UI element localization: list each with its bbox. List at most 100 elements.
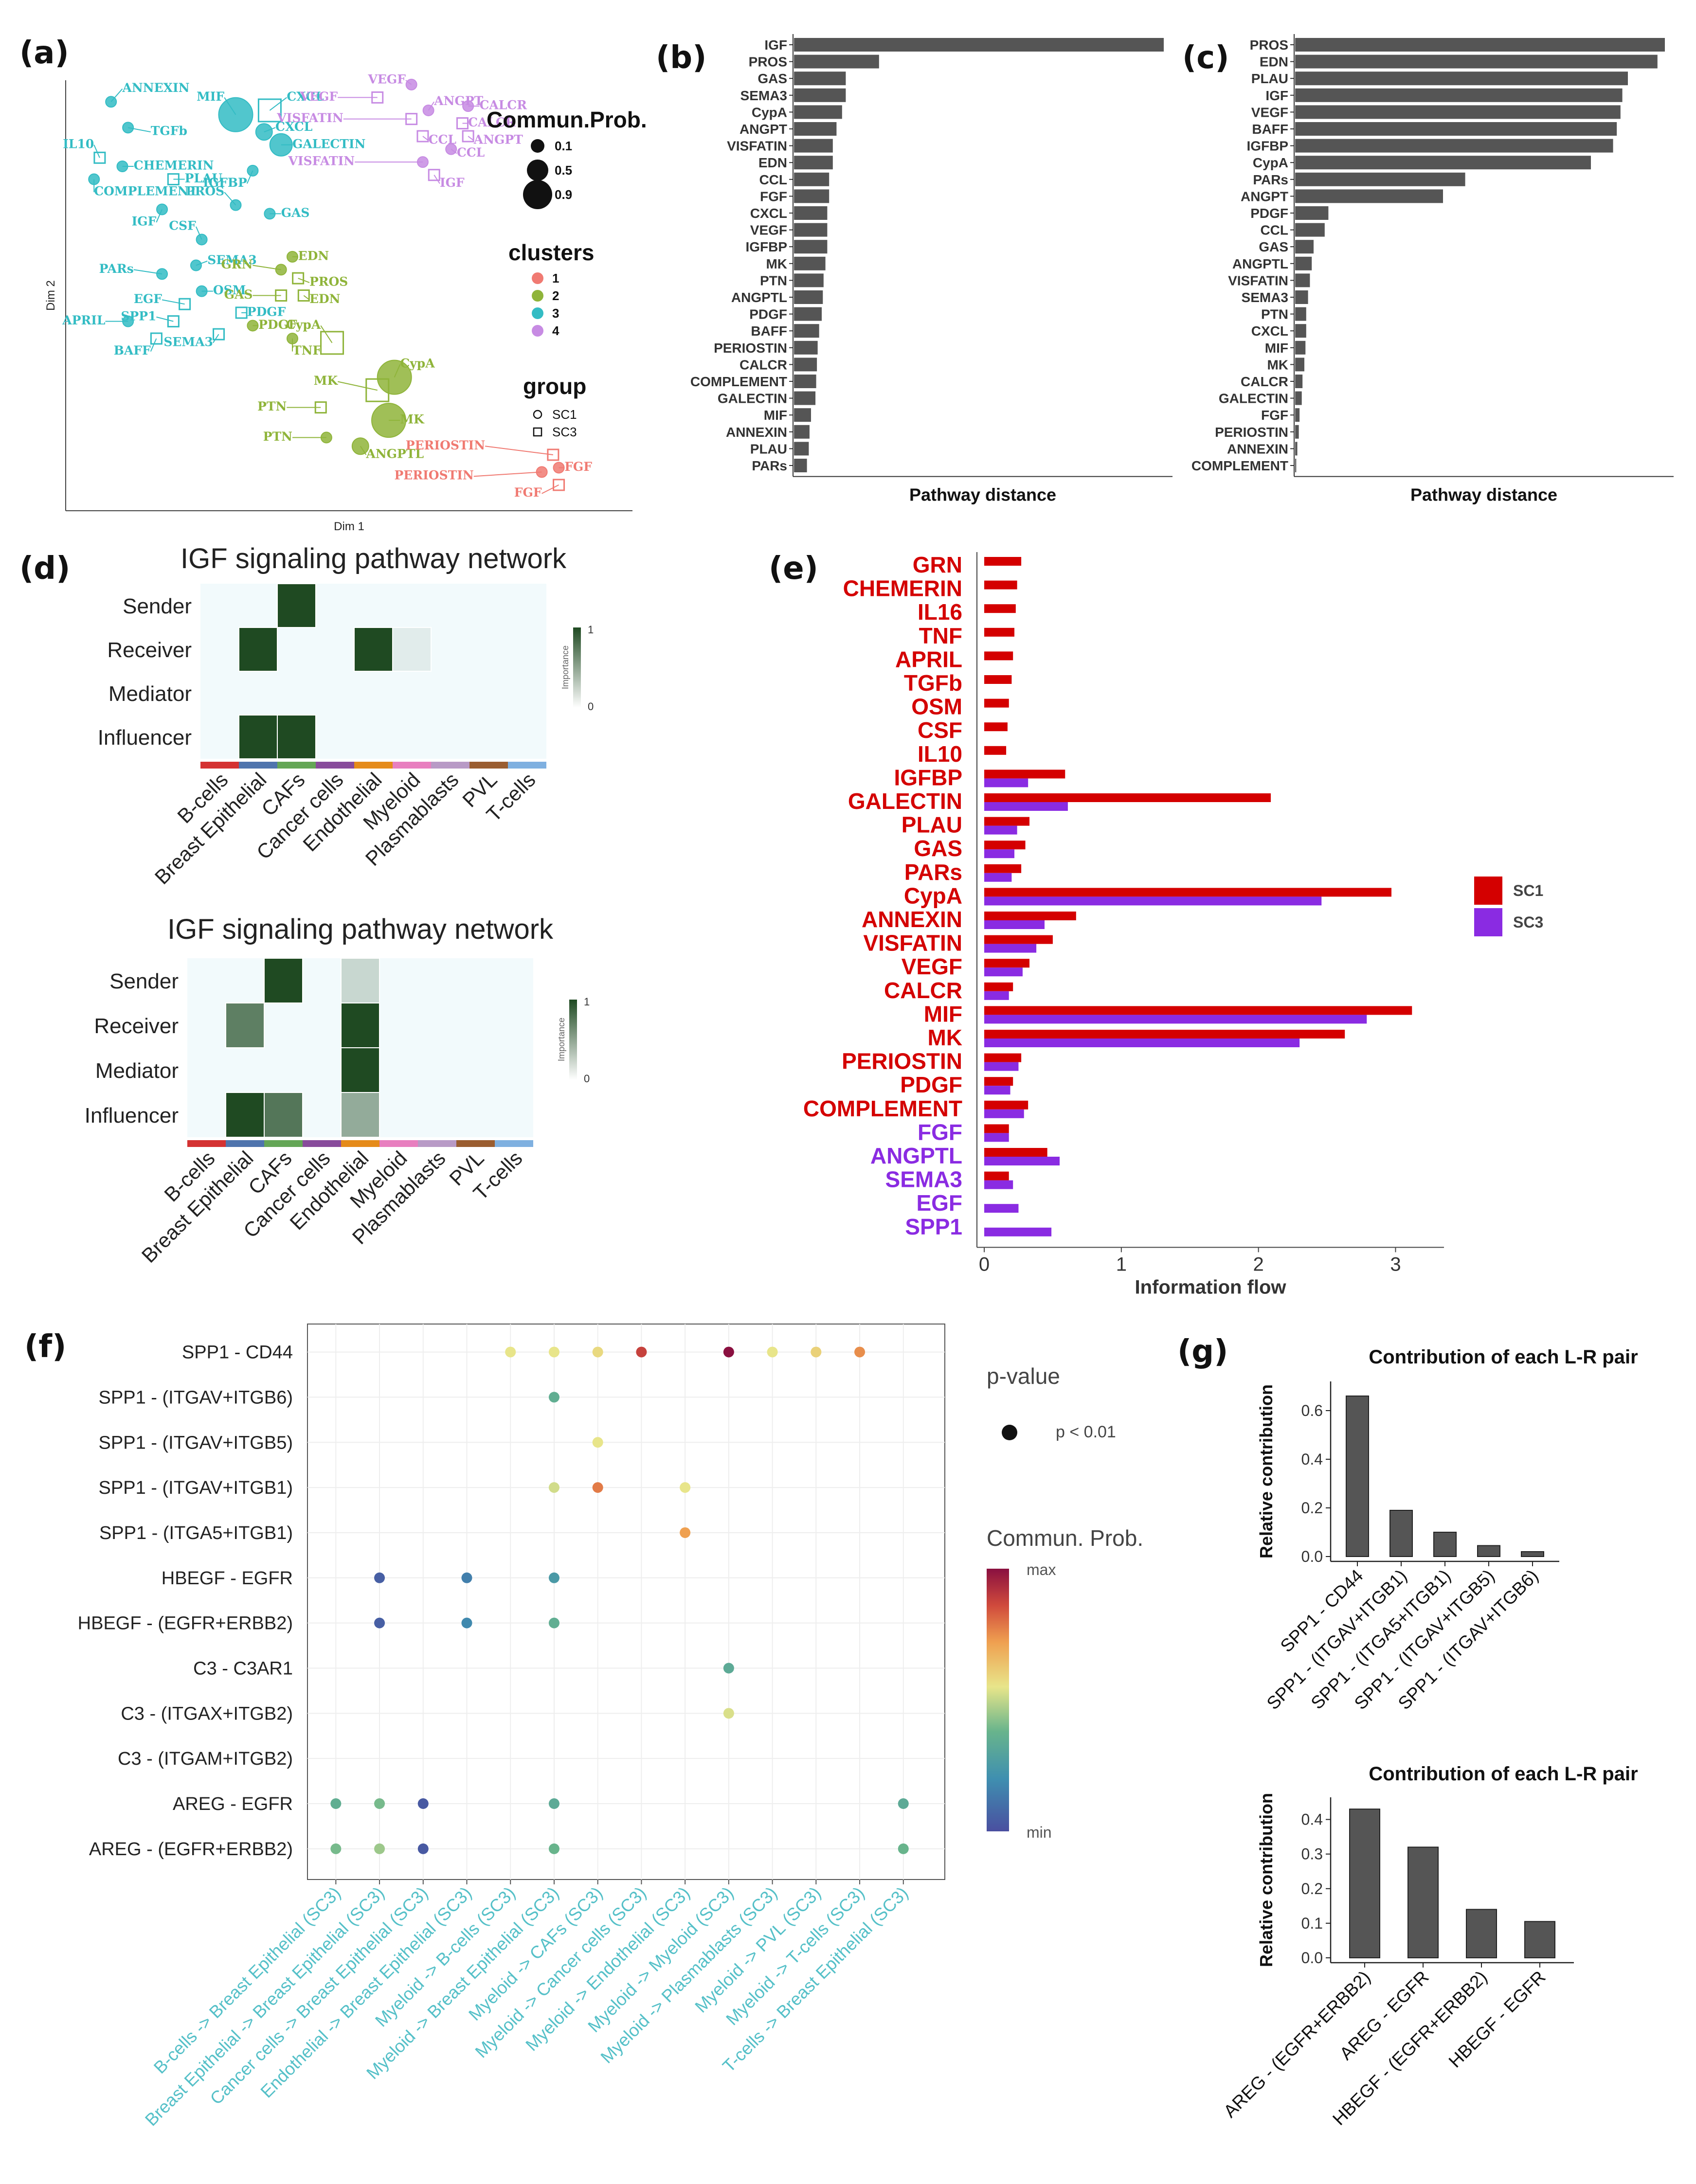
- bar-sc3-complement: [984, 1109, 1024, 1118]
- bar-sc1-plau: [984, 817, 1029, 826]
- category-label-chemerin: CHEMERIN: [843, 576, 962, 601]
- bar-sc3-cypa: [984, 896, 1322, 906]
- column-color-pvl: [469, 762, 508, 769]
- dot-spp1-cd44: [723, 1346, 734, 1358]
- category-label-gas: GAS: [1259, 239, 1288, 254]
- point-label-pros: PROS: [186, 184, 224, 198]
- bar-sc1-annexin: [984, 912, 1076, 920]
- bar-visfatin: [794, 139, 833, 153]
- category-label-egf: EGF: [916, 1190, 962, 1216]
- heatmap-title: IGF signaling pathway network: [180, 543, 567, 574]
- bar-complement: [1295, 459, 1297, 472]
- bar-angptl: [794, 290, 823, 304]
- category-label-galectin: GALECTIN: [848, 788, 962, 814]
- dot-areg-egfr-erbb2: [374, 1843, 385, 1854]
- bar-baff: [794, 324, 819, 338]
- column-color-plasmablasts: [431, 762, 469, 769]
- point-label-mk: MK: [314, 374, 339, 388]
- bar-sc1-periostin: [984, 1053, 1022, 1062]
- x-tick-label: 1: [1116, 1253, 1127, 1275]
- category-label-ccl: CCL: [1260, 223, 1288, 238]
- bar-sc3-sema3: [984, 1180, 1013, 1189]
- size-legend-label: 0.5: [555, 163, 572, 178]
- dot-areg-egfr: [548, 1798, 559, 1809]
- row-label-mediator: Mediator: [95, 1059, 179, 1083]
- x-axis-label: Information flow: [1135, 1276, 1286, 1298]
- bar-sc1-grn: [984, 557, 1022, 566]
- bar-areg-egfr: [1407, 1846, 1439, 1958]
- bar-edn: [794, 156, 833, 170]
- bar-fgf: [794, 189, 830, 203]
- point-baff: [150, 332, 162, 345]
- point-label-visfatin: VISFATIN: [276, 111, 343, 125]
- y-tick-label: 0.2: [1301, 1499, 1323, 1517]
- dot-c3-itgax-itgb2: [723, 1708, 734, 1719]
- leader-line: [269, 97, 287, 111]
- leader-line: [156, 316, 174, 322]
- point-label-edn: EDN: [298, 249, 329, 263]
- dot-spp1-cd44: [592, 1346, 603, 1358]
- category-label-cxcl: CXCL: [750, 206, 787, 221]
- cluster-legend-title: clusters: [508, 240, 594, 265]
- row-label-influencer: Influencer: [98, 726, 192, 750]
- category-label-angptl: ANGPTL: [1232, 256, 1288, 271]
- colorbar-max: 1: [584, 996, 590, 1008]
- point-label-grn: GRN: [221, 257, 253, 271]
- heatmap-cell: [354, 627, 393, 672]
- category-label-pdgf: PDGF: [900, 1072, 962, 1097]
- leader-line: [196, 226, 202, 240]
- bar-sc3-pdgf: [984, 1086, 1010, 1095]
- bar-calcr: [794, 358, 817, 372]
- dot-spp1-itgav-itgb1: [680, 1482, 691, 1493]
- cluster-legend-label: 3: [552, 306, 559, 321]
- panel-label-f: (f): [24, 1329, 66, 1365]
- leader-line: [320, 325, 333, 343]
- bar-sc3-calcr: [984, 991, 1009, 1000]
- panel-label-g: (g): [1177, 1334, 1228, 1370]
- column-color-myeloid: [393, 762, 431, 769]
- y-axis-label: Dim 2: [44, 280, 57, 311]
- bar-sc1-gas: [984, 841, 1026, 850]
- point-label-plau: PLAU: [185, 171, 223, 185]
- category-label-pars: PARs: [904, 859, 962, 885]
- point-label-osm: OSM: [213, 283, 246, 297]
- row-label-c3-c3ar1: C3 - C3AR1: [193, 1658, 293, 1679]
- leader-line: [127, 127, 151, 133]
- pvalue-legend-title: p-value: [987, 1363, 1060, 1389]
- category-label-il10: IL10: [918, 741, 962, 767]
- point-label-cxcl: CXCL: [275, 120, 313, 134]
- point-label-mk: MK: [400, 412, 425, 427]
- leader-line: [360, 446, 367, 455]
- color-legend-title: Commun. Prob.: [987, 1525, 1143, 1551]
- point-label-cxcl: CXCL: [287, 90, 324, 104]
- category-label-pdgf: PDGF: [1250, 206, 1288, 221]
- x-axis-label: Pathway distance: [1410, 485, 1557, 505]
- category-label-tgfb: TGFb: [904, 670, 962, 696]
- point-igf: [428, 169, 440, 181]
- point-label-csf: CSF: [169, 218, 196, 233]
- dot-spp1-cd44: [811, 1346, 822, 1358]
- colorbar-min: 0: [588, 700, 594, 713]
- heatmap-cell: [238, 715, 278, 759]
- category-label-periostin: PERIOSTIN: [1215, 425, 1288, 440]
- point-label-galectin: GALECTIN: [292, 137, 365, 151]
- category-label-april: APRIL: [895, 646, 962, 672]
- bar-angptl: [1295, 256, 1312, 270]
- point-label-il10: IL10: [63, 137, 94, 151]
- panel-label-d: (d): [19, 551, 70, 587]
- point-label-periostin: PERIOSTIN: [406, 438, 485, 452]
- leader-line: [473, 471, 542, 477]
- category-label-pars: PARs: [752, 458, 787, 473]
- category-label-baff: BAFF: [751, 323, 787, 339]
- bar-areg-egfr-erbb2: [1349, 1808, 1380, 1958]
- leader-line: [156, 209, 162, 223]
- cluster-legend-label: 2: [552, 288, 559, 303]
- bar-plau: [794, 442, 809, 456]
- category-label-pars: PARs: [1253, 172, 1288, 187]
- category-label-igfbp: IGFBP: [1246, 139, 1288, 154]
- x-axis-label: Pathway distance: [909, 485, 1056, 505]
- row-label-areg-egfr: AREG - EGFR: [173, 1794, 293, 1814]
- point-spp1: [167, 315, 180, 328]
- bar-sc3-periostin: [984, 1062, 1019, 1071]
